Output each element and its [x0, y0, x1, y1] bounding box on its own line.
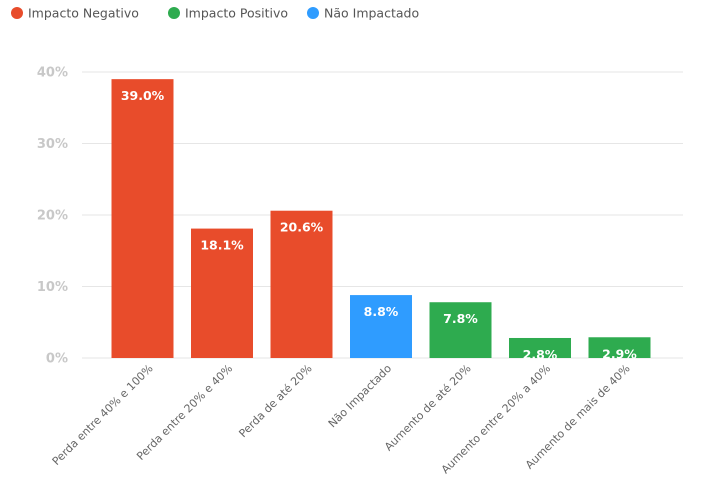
y-tick-label: 10% [37, 280, 68, 295]
bars [111, 79, 651, 359]
legend-label: Não Impactado [324, 6, 419, 21]
legend-marker [168, 7, 180, 19]
bar [270, 210, 333, 358]
bar [509, 337, 571, 358]
bar [111, 79, 174, 359]
x-axis-labels: Perda entre 40% e 100%Perda entre 20% e … [50, 362, 633, 477]
y-tick-label: 0% [46, 352, 68, 367]
legend-marker [11, 7, 23, 19]
y-tick-label: 40% [37, 66, 68, 81]
legend-label: Impacto Negativo [28, 6, 139, 21]
bar-value-label: 2.9% [602, 346, 637, 361]
bar-value-label: 39.0% [121, 88, 165, 103]
y-axis-ticks: 0% 10% 20% 30% 40% [37, 66, 68, 367]
bar [588, 337, 651, 358]
bar [191, 228, 253, 358]
data-labels: 39.0% 18.1% 20.6% 8.8% 7.8% 2.8% 2.9% [121, 88, 637, 362]
gridlines [82, 71, 683, 359]
legend: Impacto Negativo Impacto Positivo Não Impa… [11, 6, 419, 21]
bar [350, 295, 412, 358]
bar-value-label: 20.6% [280, 220, 324, 235]
x-tick-label: Perda de até 20% [236, 362, 314, 440]
bar-value-label: 2.8% [523, 347, 558, 362]
legend-marker [307, 7, 319, 19]
x-tick-label: Aumento de até 20% [382, 362, 474, 454]
bar-value-label: 8.8% [364, 304, 399, 319]
y-tick-label: 20% [37, 209, 68, 224]
legend-label: Impacto Positivo [185, 6, 288, 21]
y-tick-label: 30% [37, 137, 68, 152]
bar-value-label: 18.1% [200, 238, 244, 253]
bar-value-label: 7.8% [443, 311, 478, 326]
bar [429, 302, 492, 358]
x-tick-label: Não Impactado [326, 362, 395, 431]
